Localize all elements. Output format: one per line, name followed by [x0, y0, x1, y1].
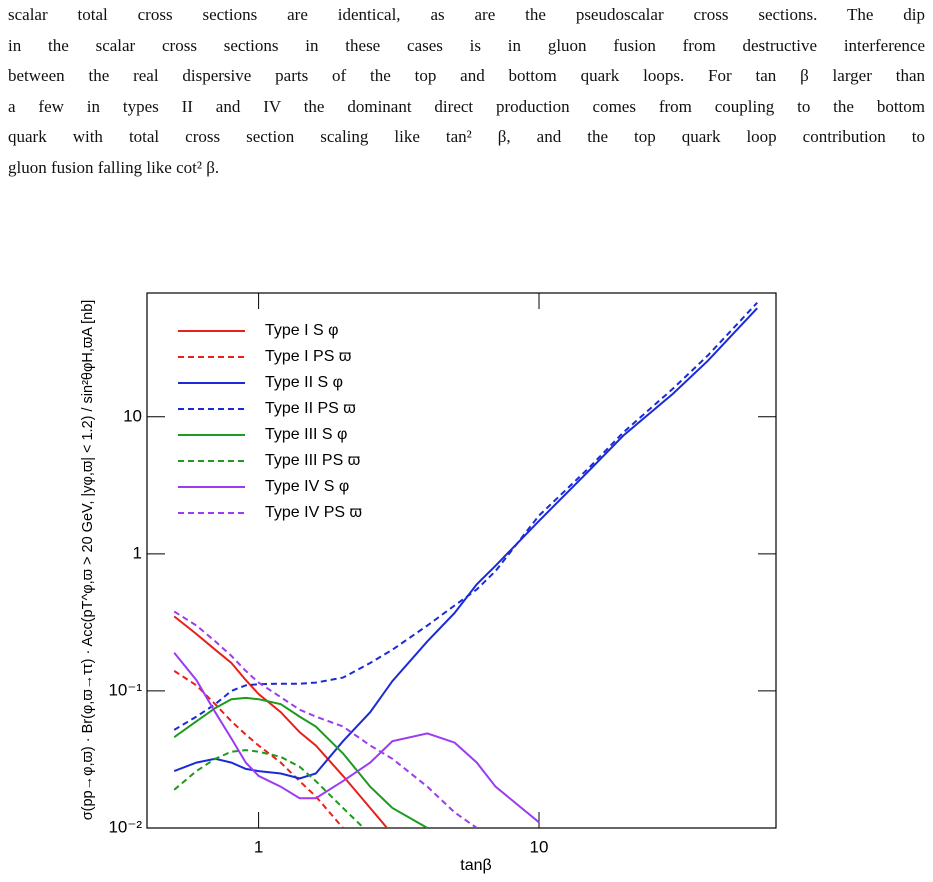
legend-label: Type III PS ϖ [265, 452, 360, 469]
legend-label: Type IV PS ϖ [265, 504, 362, 521]
text-line: in the scalar cross sections in these ca… [8, 35, 925, 55]
plot-area [173, 302, 758, 828]
series-line [173, 749, 366, 828]
legend-label: Type III S φ [265, 426, 347, 443]
text-line: between the real dispersive parts of the… [8, 66, 925, 86]
series-line [173, 302, 758, 731]
text-line: a few in types II and IV the dominant di… [8, 96, 925, 116]
y-tick-label: 10⁻² [108, 817, 142, 836]
series-line [173, 670, 344, 828]
legend-label: Type I S φ [265, 322, 339, 339]
y-tick-label: 1 [133, 543, 142, 562]
legend-label: Type II PS ϖ [265, 400, 356, 417]
text-line: scalar total cross sections are identica… [8, 5, 925, 24]
y-axis-label: σ(pp→φ,ϖ) · Br(φ,ϖ→ττ) · Acc(pT^φ,ϖ > 20… [80, 300, 96, 821]
series-line [173, 307, 758, 780]
text-line: gluon fusion falling like cot² β. [8, 157, 220, 177]
y-tick-label: 10 [123, 406, 142, 425]
series-line [173, 696, 428, 828]
legend-label: Type I PS ϖ [265, 348, 351, 365]
plot-frame [146, 292, 777, 829]
x-tick-label: 10 [530, 837, 549, 856]
text-line: quark with total cross section scaling l… [8, 127, 925, 147]
series-line [173, 610, 478, 828]
y-tick-label: 10⁻¹ [108, 680, 142, 699]
paragraph: scalar total cross sections are identica… [8, 0, 925, 184]
series-line [173, 652, 540, 824]
x-axis-label: tanβ [460, 857, 491, 874]
legend-label: Type II S φ [265, 374, 343, 391]
series-line [173, 615, 389, 828]
legend-label: Type IV S φ [265, 478, 349, 495]
x-tick-label: 1 [254, 837, 263, 856]
